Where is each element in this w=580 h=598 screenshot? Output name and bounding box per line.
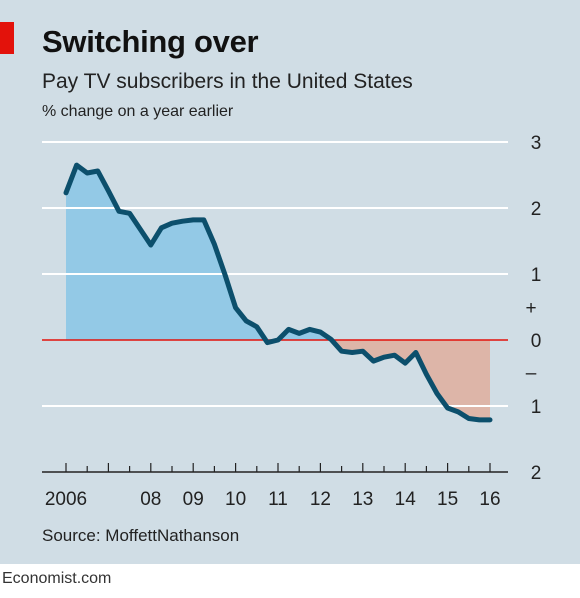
x-tick-label-2009: 09 (183, 489, 204, 510)
y-tick-label-1: 1 (531, 265, 542, 286)
y-tick-label-3: 3 (531, 133, 542, 154)
x-tick-label-2011: 11 (268, 489, 288, 510)
x-tick-label-2013: 13 (352, 489, 373, 510)
chart-title: Switching over (42, 24, 259, 59)
y-tick-label-2: 2 (531, 199, 542, 220)
x-tick-label-2012: 12 (310, 489, 331, 510)
positive-area (66, 165, 490, 340)
plus-sign-label: + (525, 298, 536, 319)
x-tick-label-2016: 16 (479, 489, 500, 510)
publisher-credit: Economist.com (2, 570, 112, 587)
x-tick-label-2014: 14 (395, 489, 417, 510)
x-tick-label-2015: 15 (437, 489, 458, 510)
minus-sign-label: – (526, 363, 537, 384)
chart-subtitle: Pay TV subscribers in the United States (42, 70, 413, 93)
x-tick-label-2006: 2006 (45, 489, 87, 510)
brand-tag (0, 22, 14, 54)
y-tick-label-minus-1: 1 (531, 397, 542, 418)
x-tick-label-2010: 10 (225, 489, 246, 510)
series-line (63, 162, 493, 423)
x-tick-label-2008: 08 (140, 489, 161, 510)
negative-area (66, 340, 490, 420)
y-tick-label-minus-2: 2 (531, 463, 542, 484)
y-tick-label-0: 0 (531, 331, 542, 352)
unit-label: % change on a year earlier (42, 103, 234, 120)
source-note: Source: MoffettNathanson (42, 526, 240, 545)
